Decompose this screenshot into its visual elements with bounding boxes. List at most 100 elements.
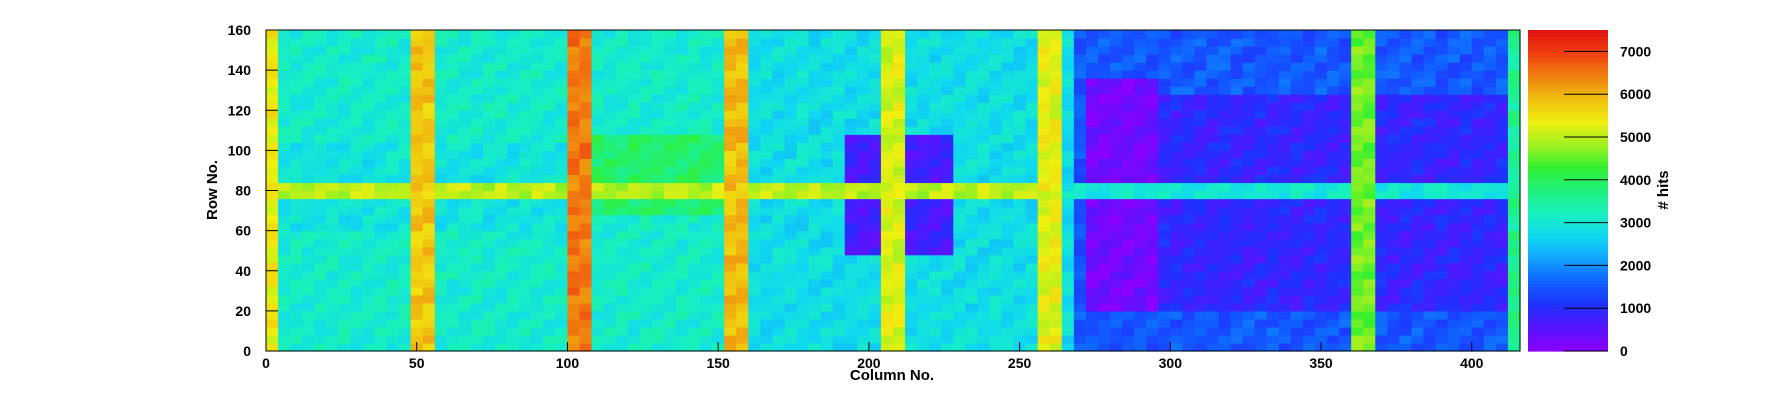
heatmap-cell [386,262,400,272]
heatmap-cell [748,294,761,304]
heatmap-cell [302,222,315,232]
heatmap-cell [832,158,846,168]
heatmap-cell [1387,54,1401,63]
heatmap-cell [1110,342,1123,352]
heatmap-cell [941,134,954,143]
heatmap-cell [1122,110,1135,119]
heatmap-cell [1495,158,1509,168]
heatmap-cell [507,102,520,111]
heatmap-cell [495,262,508,272]
heatmap-cell [1375,126,1388,135]
heatmap-cell [555,150,569,160]
heatmap-cell [736,126,749,135]
heatmap-cell [627,326,641,336]
heatmap-cell [1507,342,1521,352]
heatmap-cell [446,158,460,168]
heatmap-cell [929,182,942,192]
heatmap-cell [856,206,870,216]
heatmap-cell [1411,326,1425,336]
heatmap-cell [627,94,641,103]
heatmap-cell [1182,150,1196,160]
heatmap-cell [1315,70,1328,79]
heatmap-cell [362,294,376,304]
heatmap-cell [784,142,798,151]
heatmap-cell [507,222,520,232]
heatmap-cell [374,278,388,288]
heatmap-cell [808,102,822,111]
heatmap-cell [1013,70,1027,79]
heatmap-cell [1302,246,1316,256]
heatmap-cell [953,342,966,352]
heatmap-cell [772,142,786,151]
heatmap-cell [748,246,761,256]
heatmap-cell [1399,262,1413,272]
heatmap-cell [350,262,364,272]
heatmap-cell [483,102,496,111]
heatmap-cell [1290,334,1304,344]
heatmap-cell [458,270,472,280]
heatmap-cell [398,342,412,352]
heatmap-cell [567,294,581,304]
colorbar-segment [1528,193,1608,198]
heatmap-cell [736,54,749,63]
heatmap-cell [627,110,641,119]
heatmap-cell [1507,70,1521,79]
heatmap-cell [1435,190,1449,200]
heatmap-cell [350,254,364,264]
heatmap-cell [314,318,327,328]
heatmap-cell [1242,46,1256,55]
heatmap-cell [929,94,942,103]
heatmap-cell [1085,174,1099,184]
heatmap-cell [1387,278,1401,288]
heatmap-cell [314,310,327,320]
heatmap-cell [1290,158,1304,168]
colorbar-title: # hits [1655,170,1672,209]
heatmap-cell [386,286,400,296]
heatmap-cell [1110,94,1123,103]
heatmap-cell [1254,190,1268,200]
heatmap-cell [1170,102,1183,111]
heatmap-cell [1351,78,1364,87]
heatmap-cell [1146,182,1159,192]
heatmap-cell [1411,262,1425,272]
heatmap-cell [446,62,460,71]
heatmap-cell [350,190,364,200]
heatmap-cell [989,230,1003,240]
heatmap-cell [1158,62,1171,71]
heatmap-cell [820,182,834,192]
heatmap-cell [1254,334,1268,344]
heatmap-cell [410,150,424,160]
heatmap-cell [989,30,1003,39]
heatmap-cell [326,174,339,184]
heatmap-cell [1315,262,1328,272]
heatmap-cell [880,118,894,127]
colorbar-segment [1528,261,1608,265]
heatmap-cell [1411,334,1425,344]
heatmap-cell [290,222,303,232]
heatmap-cell [1435,334,1449,344]
heatmap-cell [1435,222,1449,232]
heatmap-cell [772,70,786,79]
colorbar-segment [1528,87,1608,92]
heatmap-cell [1254,110,1268,119]
heatmap-cell [1218,254,1232,264]
heatmap-cell [290,126,303,135]
heatmap-cell [1423,270,1437,280]
heatmap-cell [1146,334,1159,344]
heatmap-cell [844,318,858,328]
heatmap-cell [712,238,725,248]
heatmap-cell [1435,38,1449,47]
heatmap-cell [832,150,846,160]
heatmap-cell [977,222,991,232]
heatmap-cell [1339,142,1352,151]
heatmap-cell [772,166,786,176]
heatmap-cell [314,182,327,192]
heatmap-cell [1061,294,1075,304]
heatmap-cell [1411,158,1425,168]
heatmap-cell [314,238,327,248]
heatmap-cell [434,174,448,184]
heatmap-cell [386,134,400,143]
heatmap-cell [470,86,484,95]
heatmap-cell [603,30,617,39]
heatmap-cell [302,334,315,344]
